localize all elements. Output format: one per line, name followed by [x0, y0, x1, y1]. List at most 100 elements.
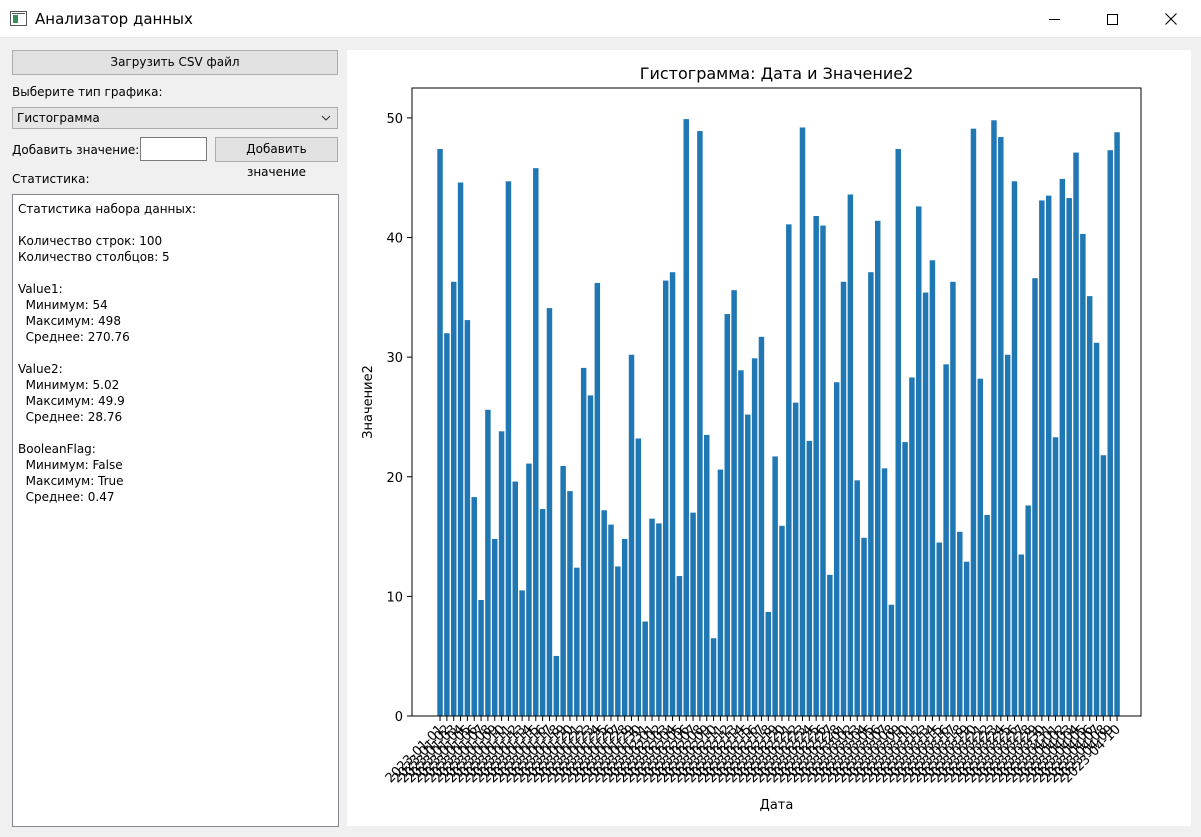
chart-bar — [642, 621, 648, 716]
chart-bar — [683, 119, 689, 716]
value-input[interactable] — [140, 137, 207, 161]
close-icon — [1165, 13, 1177, 25]
add-value-button[interactable]: Добавить значение — [215, 137, 338, 179]
chart-bar — [498, 431, 505, 716]
chart-bar — [587, 395, 594, 716]
chart-bar — [649, 518, 655, 716]
window-title: Анализатор данных — [35, 10, 193, 28]
statistics-line: Среднее: 28.76 — [18, 410, 123, 424]
chart-bar — [1045, 195, 1052, 716]
chart-bar — [950, 281, 956, 716]
plot-frame — [411, 87, 1142, 717]
load-csv-button[interactable]: Загрузить CSV файл — [12, 50, 338, 75]
chart-bar — [485, 409, 491, 716]
chart-bar — [738, 370, 744, 716]
chart-bar — [533, 168, 539, 716]
chart-bar — [471, 497, 477, 716]
chart-bar — [929, 260, 936, 716]
statistics-line: Value1: — [18, 282, 63, 296]
control-panel: Загрузить CSV файл Выберите тип графика:… — [0, 38, 346, 837]
chart-bar — [1073, 152, 1079, 716]
chart-type-label: Выберите тип графика: — [12, 85, 163, 99]
y-tick-label: 50 — [386, 112, 403, 127]
chart-bar — [608, 524, 614, 716]
chart-bar — [464, 320, 471, 716]
chart-bar — [1080, 233, 1086, 716]
statistics-line: Максимум: 498 — [18, 314, 121, 328]
minimize-icon — [1048, 18, 1060, 20]
chart-bar — [943, 364, 949, 716]
chart-bar — [936, 542, 942, 716]
chart-bar — [553, 655, 560, 716]
chart-bar — [478, 599, 484, 716]
statistics-line — [18, 345, 333, 361]
chart-bar — [731, 290, 737, 716]
chart-bar — [1032, 278, 1038, 716]
chart-bar — [813, 215, 819, 717]
statistics-line: Статистика набора данных: — [18, 202, 197, 216]
chart-bar — [799, 127, 806, 716]
chart-bar — [984, 515, 990, 716]
chart-bar — [1100, 455, 1107, 716]
chart-bar — [492, 538, 498, 716]
chart-bar — [697, 131, 703, 716]
chart-bar — [1059, 178, 1066, 717]
chart-bar — [868, 272, 874, 716]
chart-bar — [690, 512, 696, 716]
chart-bar — [601, 510, 607, 716]
statistics-line: Количество строк: 100 — [18, 234, 163, 248]
chart-bar — [567, 491, 573, 716]
maximize-button[interactable] — [1083, 0, 1141, 38]
chart-bar — [1107, 150, 1113, 716]
chart-bar — [916, 206, 922, 716]
chart-bar — [998, 137, 1004, 716]
chart-bar — [635, 438, 642, 716]
statistics-line: Максимум: 49.9 — [18, 394, 125, 408]
y-tick-label: 20 — [386, 471, 403, 486]
chart-bar — [505, 181, 512, 716]
chart-bar — [724, 314, 730, 716]
chart-bar — [827, 574, 833, 716]
minimize-button[interactable] — [1025, 0, 1083, 38]
chart-canvas: Гистограмма: Дата и Значение2 0 10 20 30 40 50… — [347, 50, 1191, 826]
chart-type-select[interactable]: Гистограмма — [12, 107, 338, 129]
chart-bar — [786, 224, 792, 716]
chart-bar — [437, 149, 443, 716]
chart-bar — [820, 225, 826, 717]
chart-bar — [662, 280, 669, 716]
statistics-text-area[interactable]: Статистика набора данных: Количество стро… — [12, 194, 339, 827]
chart-bar — [574, 567, 580, 716]
app-icon — [10, 11, 27, 26]
chart-bar — [560, 465, 566, 716]
title-bar: Анализатор данных — [0, 0, 1201, 38]
chart-bar — [512, 481, 518, 716]
chart-bar — [963, 561, 970, 716]
chart-bar — [594, 282, 601, 716]
chart-bar — [888, 604, 895, 716]
chevron-down-icon — [321, 115, 331, 121]
chart-bar — [457, 182, 464, 717]
chart-bar — [806, 440, 813, 716]
chart-bar — [710, 638, 717, 716]
chart-bar — [717, 469, 724, 716]
chart-bar — [833, 382, 840, 716]
chart-bar — [909, 377, 915, 716]
statistics-line — [18, 265, 333, 281]
chart-bar — [676, 576, 683, 716]
close-button[interactable] — [1142, 0, 1200, 38]
chart-bar — [772, 456, 778, 716]
chart-bar — [1066, 198, 1072, 716]
chart-bar — [970, 128, 977, 716]
statistics-label: Статистика: — [12, 172, 90, 186]
chart-bar — [977, 378, 984, 716]
chart-bar — [615, 566, 621, 716]
chart-bar — [745, 414, 751, 716]
chart-bar — [1052, 437, 1059, 716]
statistics-line — [18, 217, 333, 233]
chart-type-value: Гистограмма — [17, 111, 100, 125]
statistics-line: Value2: — [18, 362, 63, 376]
chart-bar — [874, 220, 881, 716]
chart-bar — [669, 272, 676, 716]
chart-bar — [1093, 342, 1100, 716]
chart-bar — [765, 611, 772, 716]
